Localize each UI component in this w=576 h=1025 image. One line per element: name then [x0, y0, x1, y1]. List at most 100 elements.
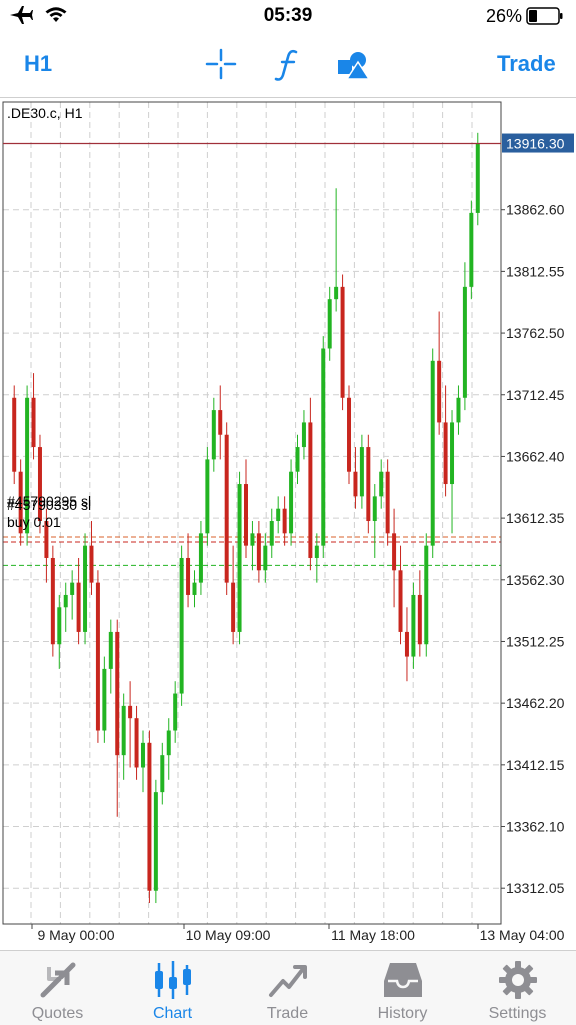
y-tick-label: 13512.25 [506, 633, 565, 649]
indicators-icon[interactable] [274, 48, 302, 87]
candle-body [417, 594, 422, 645]
quotes-icon [37, 959, 79, 1006]
candle-body [89, 545, 94, 583]
y-tick-label: 13712.45 [506, 387, 565, 403]
candle-body [327, 299, 332, 349]
candle-body [276, 508, 281, 522]
trade-button[interactable]: Trade [497, 51, 556, 76]
candle-body [192, 582, 197, 595]
candle-body [321, 348, 326, 546]
candle-body [385, 471, 390, 534]
chart-frame [2, 101, 502, 925]
candle-body [153, 792, 158, 891]
timeframe-button[interactable]: H1 [24, 51, 53, 76]
airplane-icon [8, 4, 34, 31]
y-tick-label: 13462.20 [506, 695, 565, 711]
candle-body [456, 397, 461, 423]
x-tick-label: 9 May 00:00 [37, 927, 114, 943]
candle-body [437, 360, 442, 423]
x-tick-label: 10 May 09:00 [186, 927, 271, 943]
candle-body [404, 631, 409, 657]
candle-body [263, 545, 268, 571]
toolbar-divider [0, 97, 576, 98]
candle-body [282, 508, 287, 534]
candle-body [424, 545, 429, 645]
current-price-tag: 13916.30 [502, 133, 574, 153]
candle-body [31, 397, 36, 448]
candle-body [359, 447, 364, 497]
candle-body [250, 533, 255, 546]
candle-body [411, 594, 416, 657]
candle-body [256, 533, 261, 571]
candle-body [160, 755, 165, 793]
candle-body [237, 484, 242, 632]
current-price-value: 13916.30 [506, 136, 565, 152]
candle-body [340, 286, 345, 398]
candle-body [372, 496, 377, 522]
status-time: 05:39 [263, 5, 313, 26]
candle-body [205, 459, 210, 534]
objects-icon[interactable] [336, 48, 372, 87]
candle-body [353, 471, 358, 497]
candle-body [37, 447, 42, 522]
order-label: #45790295 sl [7, 493, 91, 509]
y-tick-label: 13612.35 [506, 510, 565, 526]
candle-body [12, 397, 17, 472]
candle-body [224, 434, 229, 583]
candle-body [231, 582, 236, 632]
candle-body [379, 471, 384, 497]
y-tick-label: 13362.10 [506, 819, 565, 835]
candle-body [211, 410, 216, 460]
price-chart[interactable]: .DE30.c, H1 #45790295 sl #45790330 sl buy … [0, 99, 576, 949]
candle-body [166, 730, 171, 756]
tab-label: Quotes [31, 1005, 84, 1022]
candle-body [347, 397, 352, 472]
candle-body [57, 607, 62, 645]
x-tick-label: 11 May 18:00 [331, 927, 415, 943]
trade-icon [267, 959, 309, 1006]
y-tick-label: 13862.60 [506, 202, 565, 218]
candle-body [44, 521, 49, 558]
candle-body [314, 545, 319, 558]
candle-body [108, 631, 113, 669]
candle-body [295, 447, 300, 472]
chart-canvas[interactable]: .DE30.c, H1 #45790295 sl#45790330 slbuy … [0, 99, 576, 949]
candle-body [50, 557, 55, 645]
tab-history[interactable]: History [345, 951, 460, 1025]
candle-body [140, 742, 145, 768]
candle-body [334, 286, 339, 300]
y-tick-label: 13662.40 [506, 448, 565, 464]
candle-body [443, 422, 448, 485]
battery-percent: 26% [485, 6, 522, 26]
tab-quotes[interactable]: Quotes [0, 951, 115, 1025]
chart-icon [152, 959, 194, 1006]
candle-body [244, 484, 248, 546]
tab-chart[interactable]: Chart [115, 951, 230, 1025]
candle-body [186, 557, 191, 595]
candle-body [134, 718, 139, 768]
wifi-icon [44, 6, 68, 29]
candle-body [128, 705, 133, 719]
history-icon [382, 959, 424, 1006]
candle-body [102, 668, 107, 731]
candle-body [289, 471, 294, 534]
candle-body [308, 422, 313, 558]
candle-body [76, 582, 81, 632]
y-tick-label: 13312.05 [506, 880, 565, 896]
tab-settings[interactable]: Settings [460, 951, 575, 1025]
candle-body [430, 360, 435, 546]
order-label: #45790330 sl [7, 497, 91, 513]
y-tick-label: 13762.50 [506, 325, 565, 341]
candle-body [18, 471, 23, 534]
y-tick-label: 13412.15 [506, 757, 565, 773]
tab-trade[interactable]: Trade [230, 951, 345, 1025]
candle-body [462, 286, 467, 398]
status-bar: 05:39 26% [0, 0, 576, 32]
candle-body [218, 410, 223, 435]
candle-body [301, 422, 306, 448]
crosshair-icon[interactable] [205, 48, 237, 85]
candle-body [63, 594, 68, 608]
chart-toolbar: H1 Trade [0, 36, 576, 94]
candle-body [366, 447, 371, 522]
candle-body [147, 742, 152, 891]
